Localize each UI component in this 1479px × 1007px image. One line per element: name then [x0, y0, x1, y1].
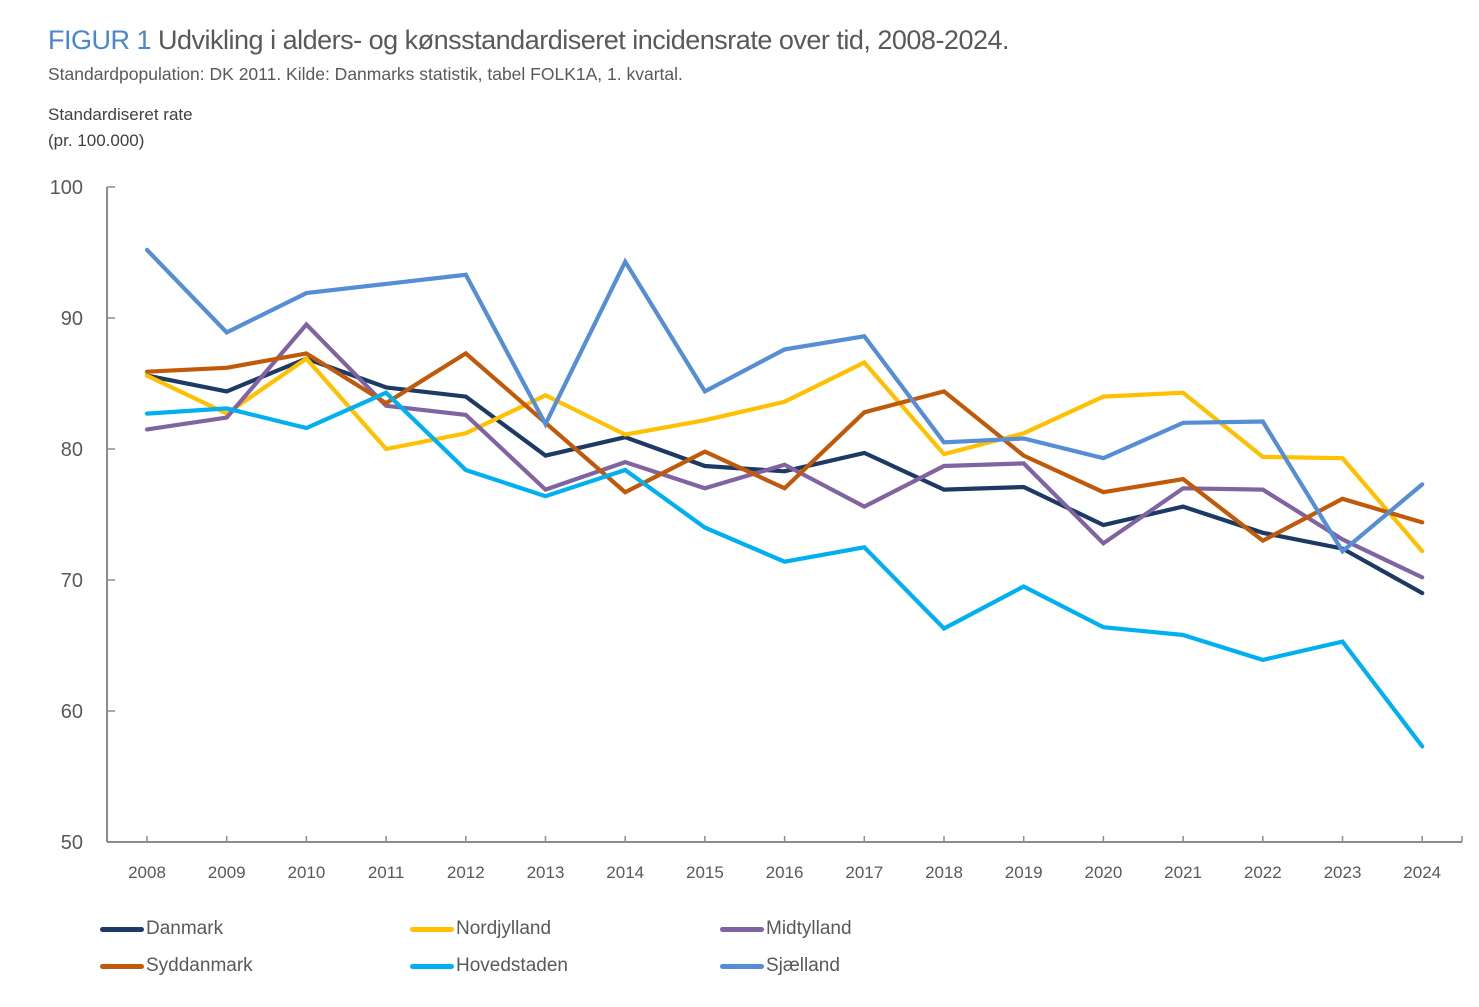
x-tick-label: 2008 [128, 863, 166, 882]
legend-label: Nordjylland [456, 918, 552, 939]
legend-label: Syddanmark [146, 955, 253, 976]
x-tick-label: 2018 [925, 863, 963, 882]
legend-swatch [410, 963, 454, 969]
x-tick-label: 2013 [527, 863, 565, 882]
y-tick-label: 70 [61, 570, 83, 592]
x-tick-label: 2016 [766, 863, 804, 882]
legend-label: Danmark [146, 918, 224, 939]
series-line-nordjylland [144, 355, 1425, 554]
series-line-syddanmark [144, 350, 1425, 544]
legend-label: Midtylland [766, 918, 852, 939]
x-tick-label: 2023 [1324, 863, 1362, 882]
x-tick-label: 2014 [606, 863, 644, 882]
y-tick-label: 90 [61, 308, 83, 330]
series-line-midtylland [144, 321, 1425, 580]
figure-label: FIGUR 1 [48, 25, 152, 55]
x-tick-label: 2020 [1084, 863, 1122, 882]
legend-item-nordjylland: Nordjylland [410, 912, 551, 946]
series-line-hovedstaden [144, 390, 1425, 749]
x-tick-label: 2012 [447, 863, 485, 882]
legend-label: Hovedstaden [456, 955, 568, 976]
y-axis-title-line2: (pr. 100.000) [48, 131, 145, 150]
title-text: Udvikling i alders- og kønsstandardisere… [158, 25, 1009, 55]
legend-swatch [100, 926, 144, 932]
y-tick-label: 100 [50, 177, 83, 199]
x-tick-label: 2011 [368, 863, 405, 882]
legend-swatch [100, 963, 144, 969]
legend-item-sjaelland: Sjælland [720, 949, 840, 983]
legend-swatch [720, 963, 764, 969]
x-tick-label: 2009 [208, 863, 246, 882]
x-tick-label: 2021 [1164, 863, 1202, 882]
legend-swatch [410, 926, 454, 932]
legend-item-hovedstaden: Hovedstaden [410, 949, 568, 983]
series-line-sjaelland [144, 247, 1425, 555]
x-tick-label: 2019 [1005, 863, 1043, 882]
legend-item-syddanmark: Syddanmark [100, 949, 253, 983]
y-tick-label: 50 [61, 832, 83, 854]
legend-swatch [720, 926, 764, 932]
x-tick-label: 2022 [1244, 863, 1282, 882]
chart-title: FIGUR 1 Udvikling i alders- og kønsstand… [48, 24, 1009, 56]
y-axis-title-line1: Standardiseret rate [48, 105, 193, 124]
legend: Danmark Nordjylland Midtylland Syddanmark Ho… [100, 912, 1000, 992]
x-tick-label: 2010 [287, 863, 325, 882]
legend-item-danmark: Danmark [100, 912, 223, 946]
y-axis-title: Standardiseret rate (pr. 100.000) [48, 102, 193, 154]
axes: 50 60 70 80 90 100 2008 2009 2010 2011 2012 2013 201… [50, 177, 1463, 882]
x-tick-label: 2024 [1403, 863, 1441, 882]
legend-label: Sjælland [766, 955, 840, 976]
chart-subtitle: Standardpopulation: DK 2011. Kilde: Danm… [48, 64, 683, 84]
y-tick-label: 60 [61, 701, 83, 723]
y-tick-label: 80 [61, 439, 83, 461]
x-tick-label: 2017 [845, 863, 883, 882]
legend-item-midtylland: Midtylland [720, 912, 852, 946]
series-lines [144, 247, 1425, 749]
x-tick-label: 2015 [686, 863, 724, 882]
